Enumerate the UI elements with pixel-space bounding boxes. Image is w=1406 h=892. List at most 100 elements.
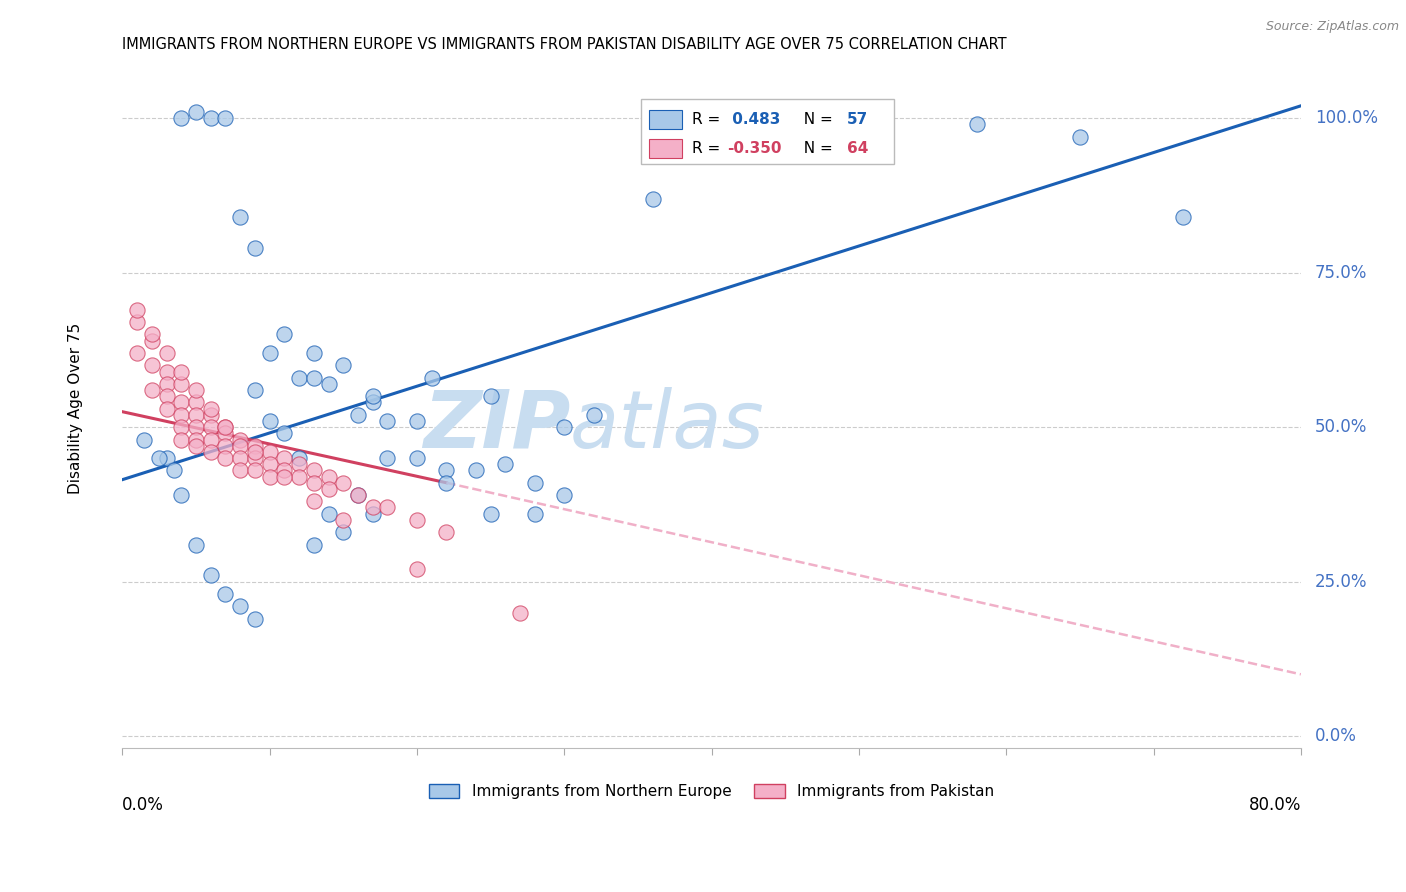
Text: 57: 57 — [848, 112, 869, 128]
Point — [243, 612, 266, 626]
Point — [273, 327, 295, 342]
Text: -0.350: -0.350 — [727, 141, 782, 156]
Point — [302, 346, 325, 360]
Point — [259, 445, 281, 459]
Point — [170, 488, 193, 502]
Point — [288, 469, 311, 483]
Text: Disability Age Over 75: Disability Age Over 75 — [67, 323, 83, 494]
FancyBboxPatch shape — [641, 99, 894, 164]
Point — [170, 111, 193, 125]
Point — [184, 420, 207, 434]
Point — [141, 334, 163, 348]
Point — [347, 488, 370, 502]
Point — [302, 494, 325, 508]
Point — [155, 401, 177, 416]
Text: IMMIGRANTS FROM NORTHERN EUROPE VS IMMIGRANTS FROM PAKISTAN DISABILITY AGE OVER : IMMIGRANTS FROM NORTHERN EUROPE VS IMMIG… — [122, 37, 1007, 53]
Point — [214, 451, 236, 466]
Point — [406, 451, 429, 466]
Point — [582, 408, 605, 422]
Point — [318, 376, 340, 391]
Text: R =: R = — [692, 141, 724, 156]
Point — [243, 439, 266, 453]
Point — [523, 507, 546, 521]
Text: 50.0%: 50.0% — [1315, 418, 1368, 436]
Point — [200, 568, 222, 582]
Point — [318, 469, 340, 483]
Text: 25.0%: 25.0% — [1315, 573, 1368, 591]
Point — [200, 401, 222, 416]
Point — [259, 346, 281, 360]
Point — [163, 463, 186, 477]
Point — [184, 537, 207, 551]
Point — [479, 507, 502, 521]
Point — [214, 426, 236, 441]
Point — [259, 457, 281, 471]
Point — [641, 192, 664, 206]
Point — [148, 451, 170, 466]
Point — [125, 346, 148, 360]
Point — [436, 475, 458, 490]
Text: 80.0%: 80.0% — [1249, 796, 1301, 814]
Text: N =: N = — [794, 141, 838, 156]
Point — [259, 414, 281, 428]
Point — [523, 475, 546, 490]
Point — [141, 383, 163, 397]
Point — [288, 370, 311, 384]
Point — [273, 469, 295, 483]
Point — [214, 420, 236, 434]
FancyBboxPatch shape — [650, 111, 682, 129]
Text: 100.0%: 100.0% — [1315, 109, 1378, 128]
Point — [273, 451, 295, 466]
Point — [494, 457, 516, 471]
Point — [553, 488, 575, 502]
Point — [377, 414, 399, 428]
Point — [141, 327, 163, 342]
Point — [288, 451, 311, 466]
Point — [184, 439, 207, 453]
Point — [170, 408, 193, 422]
Point — [170, 433, 193, 447]
Point — [184, 105, 207, 120]
Point — [361, 507, 384, 521]
Legend: Immigrants from Northern Europe, Immigrants from Pakistan: Immigrants from Northern Europe, Immigra… — [423, 778, 1001, 805]
Point — [966, 117, 988, 131]
Text: 75.0%: 75.0% — [1315, 264, 1368, 282]
Point — [200, 433, 222, 447]
Point — [243, 445, 266, 459]
Text: 0.0%: 0.0% — [1315, 727, 1357, 745]
Point — [361, 500, 384, 515]
Text: ZIP: ZIP — [423, 386, 571, 465]
Point — [229, 463, 252, 477]
Point — [1171, 210, 1194, 224]
Point — [155, 389, 177, 403]
Point — [332, 359, 354, 373]
Point — [125, 302, 148, 317]
Point — [361, 395, 384, 409]
Point — [229, 433, 252, 447]
Point — [229, 210, 252, 224]
Point — [229, 451, 252, 466]
Point — [436, 525, 458, 540]
Text: Source: ZipAtlas.com: Source: ZipAtlas.com — [1265, 20, 1399, 33]
Point — [229, 439, 252, 453]
Point — [406, 513, 429, 527]
FancyBboxPatch shape — [650, 139, 682, 158]
Point — [184, 383, 207, 397]
Point — [243, 241, 266, 255]
Point — [184, 433, 207, 447]
Point — [318, 507, 340, 521]
Point — [155, 376, 177, 391]
Point — [229, 599, 252, 614]
Point — [273, 426, 295, 441]
Point — [141, 359, 163, 373]
Point — [155, 451, 177, 466]
Point — [200, 445, 222, 459]
Point — [377, 451, 399, 466]
Text: 0.483: 0.483 — [727, 112, 780, 128]
Point — [155, 365, 177, 379]
Point — [184, 408, 207, 422]
Point — [553, 420, 575, 434]
Point — [700, 105, 723, 120]
Point — [420, 370, 443, 384]
Text: 64: 64 — [848, 141, 869, 156]
